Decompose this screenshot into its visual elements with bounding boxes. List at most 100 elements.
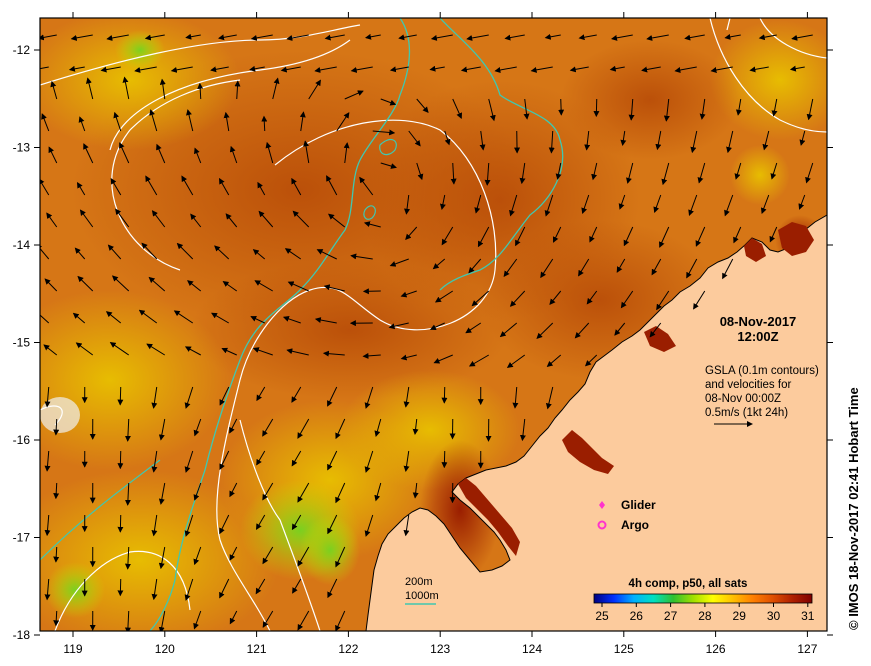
velocity-arrow	[589, 226, 598, 243]
velocity-arrow	[255, 578, 266, 595]
y-axis: -12 -13 -14 -15 -16 -17 -18	[13, 43, 833, 642]
depth-legend: 200m 1000m	[405, 576, 439, 605]
plot-frame	[39, 17, 828, 632]
velocity-arrow	[111, 275, 130, 292]
y-tick-label: -14	[13, 238, 31, 252]
velocity-arrow	[184, 450, 194, 473]
velocity-arrow	[229, 610, 238, 625]
glider-icon	[599, 501, 605, 509]
velocity-arrow	[327, 450, 338, 471]
gsla-line-4: 0.5m/s (1kt 24h)	[705, 407, 788, 419]
velocity-arrow	[229, 546, 238, 561]
depth-1000m-label: 1000m	[405, 590, 439, 602]
colorbar-tick-label: 28	[698, 609, 712, 623]
velocity-arrow	[389, 66, 409, 73]
velocity-arrow	[219, 386, 230, 406]
velocity-arrow	[434, 290, 454, 303]
velocity-arrow	[515, 226, 526, 247]
velocity-arrow	[450, 162, 457, 185]
velocity-arrow	[299, 111, 306, 132]
velocity-arrow	[193, 482, 202, 501]
velocity-arrow	[646, 34, 669, 41]
velocity-arrow	[693, 290, 706, 310]
velocity-arrow	[616, 258, 626, 273]
velocity-arrow	[156, 143, 166, 164]
velocity-arrow	[44, 514, 51, 537]
velocity-arrow	[50, 80, 58, 100]
velocity-arrow	[363, 221, 381, 228]
velocity-arrow	[798, 194, 806, 210]
velocity-arrow	[254, 280, 274, 292]
velocity-arrow	[799, 130, 806, 146]
velocity-arrow	[488, 98, 496, 122]
x-tick-label: 122	[338, 642, 358, 656]
velocity-arrow	[229, 418, 238, 434]
velocity-arrow	[762, 130, 770, 151]
velocity-arrow	[158, 546, 166, 570]
velocity-arrow	[726, 130, 734, 154]
velocity-arrow	[151, 578, 158, 601]
colorbar-ticks: 25 26 27 28 29 30 31	[595, 603, 815, 623]
y-tick-label: -16	[13, 433, 31, 447]
velocity-arrow	[144, 34, 165, 41]
velocity-arrow	[170, 66, 193, 73]
velocity-arrow	[400, 354, 417, 361]
map-date: 08-Nov-2017	[720, 314, 797, 329]
velocity-arrow	[40, 309, 50, 324]
velocity-arrow	[684, 34, 705, 41]
velocity-arrow	[210, 66, 229, 73]
velocity-arrow	[187, 280, 202, 292]
velocity-arrow	[380, 162, 397, 169]
gsla-line-1: GSLA (0.1m contours)	[705, 365, 819, 377]
velocity-arrow	[374, 482, 382, 502]
velocity-arrow	[218, 34, 237, 41]
velocity-arrow	[72, 312, 86, 324]
velocity-arrow	[141, 242, 158, 260]
velocity-arrow	[699, 98, 706, 120]
velocity-arrow	[265, 141, 274, 164]
velocity-arrow	[41, 113, 50, 132]
velocity-arrow	[416, 98, 429, 113]
velocity-arrow	[291, 177, 302, 196]
velocity-arrow	[695, 226, 706, 247]
velocity-arrow	[280, 66, 301, 73]
velocity-arrow	[403, 386, 410, 408]
velocity-arrow	[770, 162, 778, 180]
velocity-arrow	[252, 249, 266, 260]
velocity-arrow	[789, 65, 805, 72]
velocity-arrow	[77, 275, 94, 292]
velocity-arrow	[297, 610, 310, 631]
velocity-arrow	[569, 66, 589, 73]
velocity-arrow	[48, 146, 58, 164]
velocity-arrow	[234, 80, 241, 100]
velocity-arrow	[452, 98, 462, 120]
velocity-arrow	[222, 281, 238, 292]
velocity-arrow	[185, 33, 201, 40]
velocity-arrow	[83, 143, 94, 164]
velocity-arrow	[519, 162, 526, 185]
velocity-arrow	[806, 98, 814, 121]
velocity-arrow	[659, 226, 670, 248]
velocity-arrow	[70, 34, 93, 41]
velocity-arrow	[484, 162, 491, 186]
x-tick-label: 123	[430, 642, 450, 656]
velocity-arrow	[53, 482, 60, 500]
velocity-arrow	[53, 418, 60, 436]
velocity-arrow	[760, 194, 770, 215]
velocity-arrow	[641, 66, 661, 73]
velocity-arrow	[439, 194, 446, 210]
velocity-arrow	[138, 309, 158, 324]
velocity-arrow	[229, 482, 238, 498]
velocity-arrow	[107, 244, 122, 260]
velocity-arrow	[173, 310, 194, 324]
velocity-arrow	[724, 194, 734, 217]
colorbar-tick-label: 25	[595, 609, 609, 623]
velocity-arrow	[335, 546, 346, 568]
velocity-arrow	[229, 145, 238, 164]
velocity-arrow	[44, 578, 51, 601]
velocity-arrow	[506, 354, 526, 368]
velocity-arrow	[674, 66, 697, 73]
velocity-arrow	[540, 258, 554, 279]
velocity-arrow	[151, 514, 158, 537]
velocity-arrow	[327, 578, 338, 599]
